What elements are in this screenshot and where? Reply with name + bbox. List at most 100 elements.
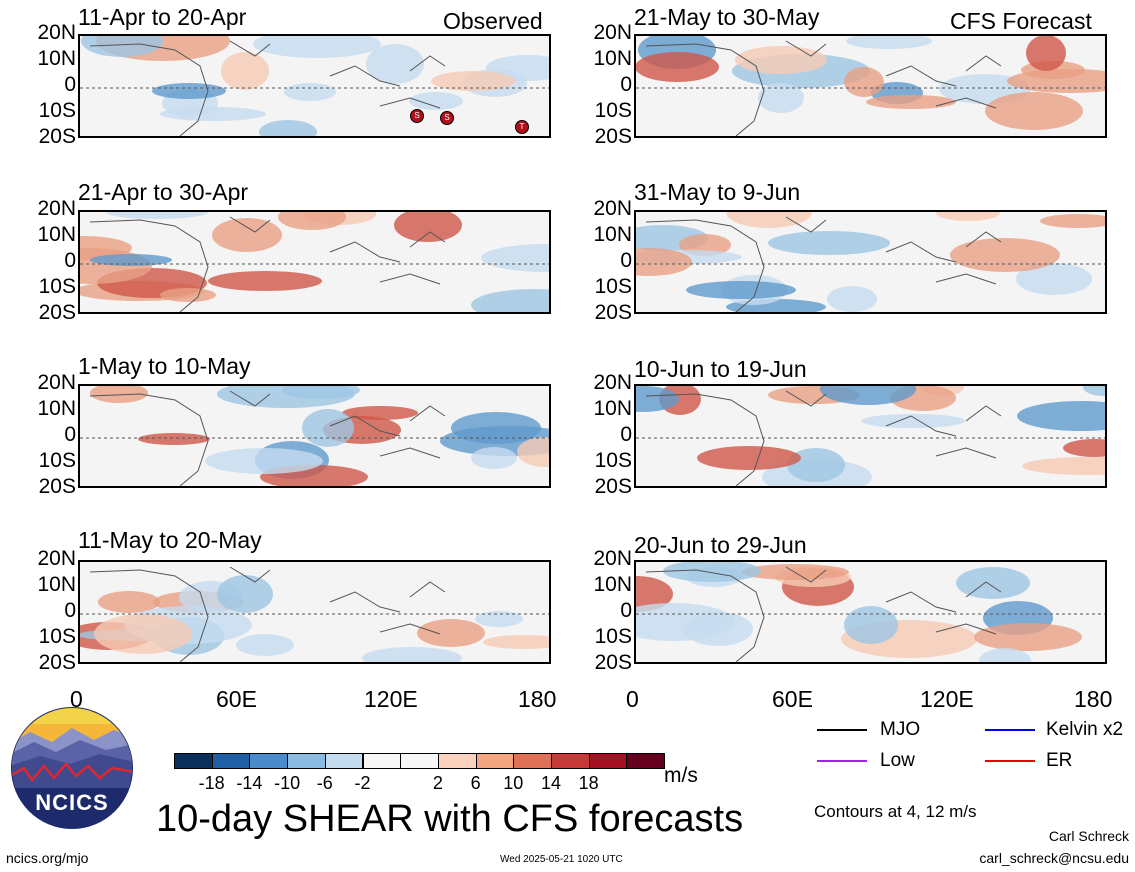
colorbar-label: 6 — [470, 773, 481, 793]
panel-title: 31-May to 9-Jun — [634, 179, 801, 205]
shear-blob — [431, 71, 515, 91]
lat-label: 10N — [593, 47, 632, 70]
lat-label: 20N — [37, 547, 76, 570]
colorbar-swatch — [400, 753, 439, 769]
coastline — [89, 390, 446, 486]
shear-field — [80, 36, 549, 136]
lon-label: 120E — [364, 686, 418, 712]
shear-blob — [636, 386, 679, 412]
shear-blob — [94, 614, 192, 654]
shear-blob — [636, 576, 673, 612]
legend-mjo-label: MJO — [880, 719, 921, 740]
shear-blob — [138, 433, 210, 445]
shear-blob — [686, 281, 796, 299]
colorbar-label: 18 — [578, 773, 599, 793]
shear-blob — [217, 575, 273, 613]
footer-email[interactable]: carl_schreck@ncsu.edu — [979, 850, 1129, 866]
shear-blob — [636, 603, 735, 641]
colorbar-label: 14 — [540, 773, 562, 793]
shear-blob — [253, 36, 381, 58]
lat-label: 10S — [38, 275, 76, 298]
colorbar-swatch — [324, 753, 364, 769]
shear-blob — [471, 447, 517, 469]
shear-field — [80, 212, 549, 312]
coastline — [645, 566, 1002, 662]
colorbar-swatch — [475, 753, 515, 769]
shear-blob — [1022, 457, 1105, 475]
legend-mjo-line — [817, 729, 867, 731]
shear-blob — [517, 437, 549, 467]
colorbar-label: -2 — [354, 773, 371, 793]
observed-label: Observed — [443, 8, 543, 34]
lat-label: 10N — [593, 573, 632, 596]
shear-blob — [1016, 263, 1092, 295]
panel-title: 11-May to 20-May — [78, 527, 262, 553]
shear-field — [636, 212, 1105, 312]
shear-map — [78, 210, 551, 314]
shear-field — [636, 36, 1105, 136]
panel-title: 1-May to 10-May — [78, 353, 251, 379]
shear-blob — [974, 623, 1082, 651]
lat-label: 10S — [38, 449, 76, 472]
footer-url[interactable]: ncics.org/mjo — [6, 850, 89, 866]
shear-blob — [636, 248, 692, 276]
colorbar-label: -6 — [316, 773, 333, 793]
colorbar-swatch — [211, 753, 251, 769]
lon-label: 180 — [1074, 686, 1113, 712]
shear-blob — [362, 647, 462, 662]
logo-emblem-icon — [11, 707, 133, 829]
shear-map — [634, 210, 1107, 314]
shear-blob — [417, 619, 485, 647]
shear-blob — [956, 567, 1030, 599]
legend-low-line — [817, 760, 867, 762]
shear-blob — [90, 254, 172, 266]
lon-label: 180 — [518, 686, 557, 712]
shear-blob — [979, 648, 1031, 662]
colorbar-swatch — [626, 753, 666, 769]
colorbar-label: -14 — [236, 773, 263, 793]
shear-blob — [787, 448, 845, 482]
lat-label: 10S — [594, 625, 632, 648]
lat-label: 20S — [38, 125, 76, 148]
shear-blob — [284, 83, 336, 101]
lat-label: 0 — [64, 599, 76, 622]
shear-blob — [844, 606, 898, 644]
lat-label: 20S — [38, 651, 76, 674]
shear-field — [636, 562, 1105, 662]
shear-blob — [697, 446, 801, 470]
lat-label: 0 — [620, 423, 632, 446]
shear-blob — [1063, 439, 1105, 457]
lat-label: 10S — [594, 275, 632, 298]
footer-timestamp: Wed 2025-05-21 1020 UTC — [500, 854, 623, 865]
storm-marker: S — [440, 111, 454, 125]
colorbar-label: 2 — [432, 773, 443, 793]
lon-label: 60E — [216, 686, 257, 712]
lat-label: 0 — [64, 73, 76, 96]
shear-map — [634, 34, 1107, 138]
shear-blob — [106, 212, 208, 219]
colorbar-swatch — [362, 753, 402, 769]
shear-blob — [205, 448, 323, 474]
shear-blob — [866, 95, 956, 109]
shear-blob — [663, 562, 761, 582]
shear-blob — [208, 271, 322, 291]
shear-blob — [1017, 401, 1105, 431]
shear-blob — [475, 611, 523, 627]
colorbar-label: -10 — [274, 773, 301, 793]
shear-blob — [844, 67, 884, 97]
colorbar-swatch — [551, 753, 590, 769]
shear-blob — [861, 414, 965, 428]
shear-blob — [846, 36, 932, 49]
shear-blob — [278, 212, 346, 230]
shear-blob — [758, 83, 804, 113]
shear-blob — [1026, 36, 1066, 71]
lat-label: 0 — [620, 599, 632, 622]
lat-label: 10N — [37, 223, 76, 246]
lat-label: 0 — [620, 73, 632, 96]
shear-blob — [302, 409, 354, 447]
shear-blob — [212, 218, 282, 252]
lat-label: 10N — [593, 397, 632, 420]
shear-map — [78, 384, 551, 488]
coastline — [89, 566, 446, 662]
lat-label: 20S — [594, 301, 632, 324]
